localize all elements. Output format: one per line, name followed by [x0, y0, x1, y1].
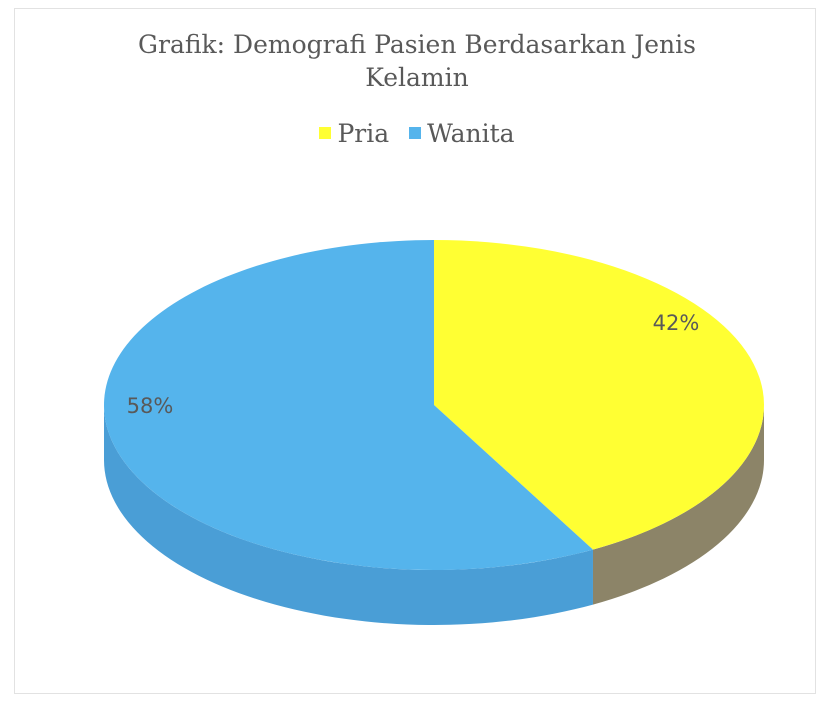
- legend-swatch-pria: [319, 127, 332, 139]
- pie-sides: [103, 405, 764, 625]
- chart-legend: Pria Wanita: [0, 119, 834, 148]
- chart-title-line-1: Grafik: Demografi Pasien Berdasarkan Jen…: [138, 30, 696, 59]
- pie-side-wanita: [103, 405, 593, 625]
- chart-title-line-2: Kelamin: [365, 63, 469, 92]
- pie-slice-pria: [434, 240, 764, 550]
- pie-slice-wanita: [103, 239, 593, 570]
- legend-label-pria: Pria: [337, 119, 390, 148]
- legend-item-wanita: Wanita: [409, 119, 515, 148]
- data-label-wanita: 58%: [127, 394, 174, 418]
- data-label-pria: 42%: [653, 311, 700, 335]
- pie-side-pria: [592, 405, 764, 605]
- legend-swatch-wanita: [409, 127, 422, 139]
- legend-item-pria: Pria: [319, 119, 389, 148]
- pie-top: [103, 239, 764, 570]
- chart-title: Grafik: Demografi Pasien Berdasarkan Jen…: [0, 28, 834, 94]
- legend-label-wanita: Wanita: [427, 119, 515, 148]
